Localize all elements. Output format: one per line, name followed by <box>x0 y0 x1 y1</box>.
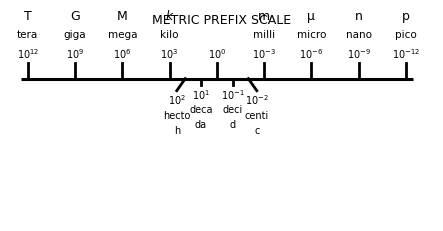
Text: T: T <box>24 10 31 23</box>
Text: $10^{2}$: $10^{2}$ <box>168 93 186 107</box>
Text: $10^{6}$: $10^{6}$ <box>113 47 132 61</box>
Text: nano: nano <box>346 30 372 40</box>
Text: n: n <box>354 10 362 23</box>
Text: G: G <box>70 10 80 23</box>
Text: METRIC PREFIX SCALE: METRIC PREFIX SCALE <box>152 14 291 27</box>
Text: tera: tera <box>17 30 39 40</box>
Text: μ: μ <box>307 10 315 23</box>
Text: da: da <box>195 120 207 130</box>
Text: $10^{−12}$: $10^{−12}$ <box>392 47 420 61</box>
Text: $10^{9}$: $10^{9}$ <box>66 47 84 61</box>
Text: $10^{1}$: $10^{1}$ <box>192 88 210 102</box>
Text: m: m <box>258 10 270 23</box>
Text: h: h <box>174 126 180 136</box>
Text: $10^{−2}$: $10^{−2}$ <box>245 93 269 107</box>
Text: milli: milli <box>253 30 275 40</box>
Text: $10^{3}$: $10^{3}$ <box>160 47 179 61</box>
Text: d: d <box>229 120 236 130</box>
Text: giga: giga <box>64 30 86 40</box>
Text: pico: pico <box>395 30 417 40</box>
Text: micro: micro <box>297 30 326 40</box>
Text: centi: centi <box>245 111 269 121</box>
Text: $10^{−3}$: $10^{−3}$ <box>252 47 276 61</box>
Text: $10^{0}$: $10^{0}$ <box>208 47 226 61</box>
Text: deci: deci <box>222 105 243 116</box>
Text: c: c <box>254 126 260 136</box>
Text: p: p <box>402 10 410 23</box>
Text: hecto: hecto <box>163 111 190 121</box>
Text: $10^{12}$: $10^{12}$ <box>16 47 39 61</box>
Text: mega: mega <box>108 30 137 40</box>
Text: M: M <box>117 10 128 23</box>
Text: kilo: kilo <box>160 30 179 40</box>
Text: $10^{−6}$: $10^{−6}$ <box>299 47 323 61</box>
Text: deca: deca <box>189 105 213 116</box>
Text: $10^{−9}$: $10^{−9}$ <box>346 47 370 61</box>
Text: $10^{−1}$: $10^{−1}$ <box>221 88 245 102</box>
Text: k: k <box>166 10 173 23</box>
